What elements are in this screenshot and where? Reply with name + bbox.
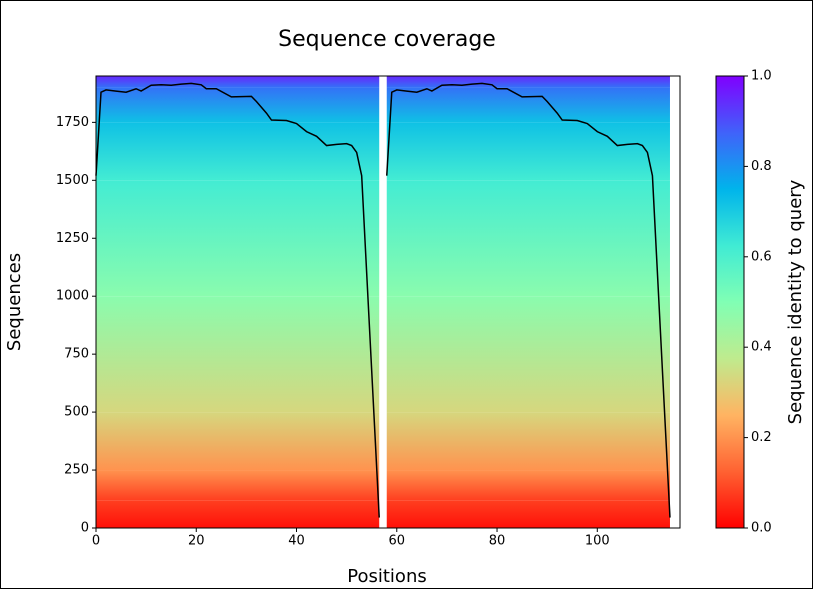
coverage-line <box>95 82 671 518</box>
identity-band <box>386 76 670 88</box>
identity-band <box>386 412 670 471</box>
colorbar-tick-label: 0.2 <box>751 430 772 445</box>
y-tick-label: 250 <box>64 463 89 478</box>
colorbar-tick-label: 0.4 <box>751 340 772 355</box>
y-axis-label: Sequences <box>4 253 25 351</box>
colorbar-tick-label: 0.6 <box>751 249 772 264</box>
identity-band <box>96 180 380 297</box>
x-tick-label: 60 <box>388 534 405 549</box>
y-tick-label: 0 <box>81 521 89 536</box>
colorbar-label: Sequence identity to query <box>785 179 806 424</box>
x-tick-label: 20 <box>188 534 205 549</box>
y-tick-label: 1000 <box>56 289 89 304</box>
identity-band <box>386 500 670 528</box>
identity-band <box>96 122 380 181</box>
colorbar-tick-label: 1.0 <box>751 69 772 84</box>
y-tick-label: 750 <box>64 347 89 362</box>
identity-band <box>96 76 380 88</box>
identity-band <box>386 296 670 413</box>
chart-title: Sequence coverage <box>278 27 496 52</box>
y-tick-label: 1750 <box>56 115 89 130</box>
y-tick-label: 1500 <box>56 173 89 188</box>
y-tick-label: 500 <box>64 405 89 420</box>
x-tick-label: 80 <box>489 534 506 549</box>
x-tick-label: 40 <box>288 534 305 549</box>
identity-band <box>96 87 380 123</box>
plot-frame <box>95 75 681 529</box>
colorbar-tick-label: 0.8 <box>751 159 772 174</box>
colorbar-tick-label: 0.0 <box>751 521 772 536</box>
identity-band <box>386 87 670 123</box>
identity-band <box>386 470 670 501</box>
x-tick-label: 100 <box>585 534 610 549</box>
x-axis-label: Positions <box>347 566 426 587</box>
identity-band <box>386 180 670 297</box>
y-tick-label: 1250 <box>56 231 89 246</box>
identity-band <box>96 500 380 528</box>
identity-band <box>96 412 380 471</box>
colorbar <box>715 75 745 529</box>
x-tick-label: 0 <box>92 534 100 549</box>
identity-band <box>386 122 670 181</box>
identity-band <box>96 296 380 413</box>
identity-band <box>96 470 380 501</box>
